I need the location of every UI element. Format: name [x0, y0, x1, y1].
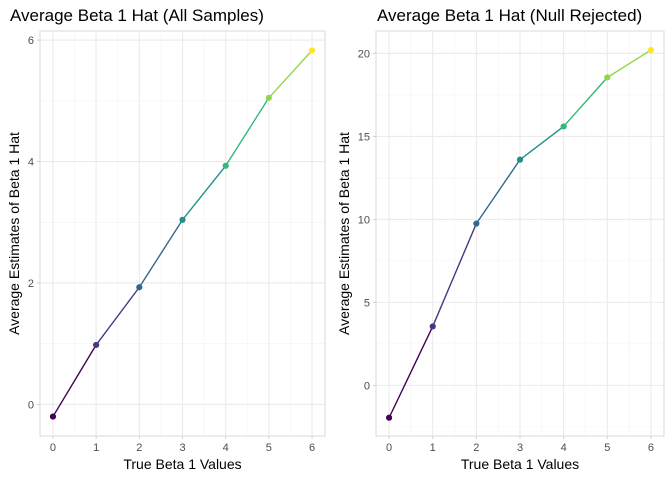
series-points: [49, 47, 316, 420]
series-line: [52, 49, 313, 418]
x-tick-label: 3: [179, 442, 185, 454]
data-point: [647, 46, 655, 54]
line-segment: [475, 158, 521, 225]
data-point: [516, 156, 524, 163]
series-line: [388, 49, 652, 419]
x-tick-label: 6: [648, 442, 654, 454]
x-tick-label: 2: [136, 442, 142, 454]
gridlines: [376, 31, 664, 436]
x-axis-label: True Beta 1 Values: [461, 456, 579, 472]
series-points: [385, 46, 655, 421]
chart-title: Average Beta 1 Hat (All Samples): [10, 6, 264, 25]
y-axis-label: Average Estimates of Beta 1 Hat: [6, 132, 22, 335]
data-point: [560, 123, 567, 130]
line-segment: [138, 219, 184, 288]
y-tick-label: 6: [28, 35, 34, 47]
y-tick-label: 4: [28, 157, 34, 169]
x-tick-label: 0: [386, 442, 392, 454]
x-tick-label: 5: [604, 442, 610, 454]
line-segment: [432, 222, 478, 328]
chart-title: Average Beta 1 Hat (Null Rejected): [377, 6, 642, 25]
line-segment: [268, 49, 313, 99]
data-point: [473, 220, 480, 227]
data-point: [604, 74, 611, 81]
y-tick-label: 15: [358, 131, 370, 143]
chart-panel-2: 0 1 2 3 4 5 6 0 5 10 15 20 Average Beta 1 Hat (Null …: [336, 6, 665, 472]
x-tick-label: 6: [309, 442, 315, 454]
data-point: [265, 94, 272, 101]
x-tick-label: 0: [50, 442, 56, 454]
line-segment: [181, 165, 227, 221]
x-tick-label: 1: [93, 442, 99, 454]
data-point: [49, 413, 57, 420]
line-segment: [388, 325, 434, 419]
x-tick-label: 5: [266, 442, 272, 454]
y-tick-label: 10: [358, 214, 370, 226]
data-point: [429, 323, 436, 330]
chart-panel-1: 0 1 2 3 4 5 6 0 2 4 6 Average Beta 1 Hat (All Sampl…: [6, 6, 326, 472]
y-tick-label: 2: [28, 278, 34, 290]
y-tick-label: 20: [358, 48, 370, 60]
x-axis-label: True Beta 1 Values: [123, 456, 241, 472]
line-segment: [606, 49, 652, 79]
data-point: [308, 47, 316, 54]
data-point: [93, 341, 100, 349]
y-tick-label: 5: [364, 297, 370, 309]
line-segment: [95, 286, 141, 346]
y-axis-label: Average Estimates of Beta 1 Hat: [336, 132, 352, 335]
data-point: [136, 284, 143, 291]
data-point: [179, 216, 186, 223]
gridlines: [40, 31, 325, 436]
x-tick-label: 3: [517, 442, 523, 454]
line-segment: [519, 125, 565, 161]
line-segment: [224, 97, 270, 167]
y-tick-label: 0: [28, 399, 34, 411]
y-tick-label: 0: [364, 380, 370, 392]
x-tick-label: 2: [473, 442, 479, 454]
line-segment: [52, 344, 97, 418]
x-tick-label: 1: [430, 442, 436, 454]
data-point: [385, 414, 393, 421]
line-segment: [562, 76, 608, 128]
data-point: [222, 162, 229, 169]
x-tick-label: 4: [561, 442, 567, 454]
x-tick-label: 4: [223, 442, 229, 454]
